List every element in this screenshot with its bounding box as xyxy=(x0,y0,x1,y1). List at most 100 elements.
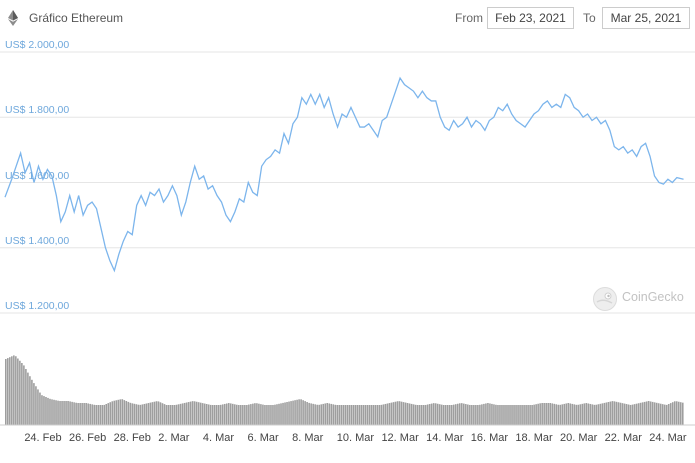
volume-bar xyxy=(567,403,570,425)
volume-bar xyxy=(621,403,624,425)
volume-bar xyxy=(151,402,154,425)
volume-bar xyxy=(173,405,176,425)
volume-bar xyxy=(322,403,324,425)
y-tick-label: US$ 1.400,00 xyxy=(5,234,70,247)
volume-bar xyxy=(276,404,278,425)
volume-bar xyxy=(117,399,120,425)
volume-bar xyxy=(145,403,148,425)
volume-bar xyxy=(320,404,322,425)
x-tick-label: 4. Mar xyxy=(202,432,235,444)
volume-bar xyxy=(619,402,622,425)
volume-bar xyxy=(7,358,9,425)
volume-bar xyxy=(577,404,580,425)
volume-bar xyxy=(256,403,258,425)
volume-bar xyxy=(485,403,487,425)
volume-bar xyxy=(99,405,102,425)
volume-bar xyxy=(49,398,51,425)
from-date-input[interactable]: Feb 23, 2021 xyxy=(487,7,574,29)
volume-bar xyxy=(424,404,427,425)
volume-bar xyxy=(669,403,672,425)
volume-bar xyxy=(215,405,218,425)
volume-bar xyxy=(324,403,326,425)
volume-bar xyxy=(274,404,276,425)
volume-bar xyxy=(177,404,180,425)
volume-bar xyxy=(412,404,415,425)
volume-bar xyxy=(410,403,413,425)
volume-bar xyxy=(33,383,35,425)
volume-bar xyxy=(29,376,31,425)
volume-bar xyxy=(631,404,634,425)
volume-bar xyxy=(258,403,260,425)
x-tick-label: 24. Mar xyxy=(649,432,687,444)
volume-bar xyxy=(420,405,423,425)
volume-bar xyxy=(533,404,535,425)
volume-bar xyxy=(617,402,620,425)
volume-bar xyxy=(651,401,654,425)
volume-bar xyxy=(497,405,499,425)
to-date-input[interactable]: Mar 25, 2021 xyxy=(602,7,690,29)
volume-bar xyxy=(9,357,11,425)
volume-bar xyxy=(553,403,556,425)
volume-bar xyxy=(469,404,471,425)
volume-bar xyxy=(278,403,280,425)
volume-bar xyxy=(304,401,306,425)
y-tick-label: US$ 1.600,00 xyxy=(5,169,70,182)
x-tick-label: 8. Mar xyxy=(292,432,324,444)
volume-bar xyxy=(400,401,403,425)
volume-bar xyxy=(103,404,106,425)
x-tick-label: 2. Mar xyxy=(158,432,190,444)
volume-bar xyxy=(69,401,71,425)
volume-bars xyxy=(5,355,684,425)
chart-header: Gráfico Ethereum From Feb 23, 2021 To Ma… xyxy=(0,0,695,36)
volume-bar xyxy=(189,401,192,425)
volume-bar xyxy=(358,405,361,425)
volume-bar xyxy=(444,405,447,425)
volume-bar xyxy=(581,403,584,425)
volume-bar xyxy=(505,405,507,425)
volume-bar xyxy=(543,403,545,425)
volume-bar xyxy=(57,400,59,425)
chart-title: Gráfico Ethereum xyxy=(29,11,124,25)
volume-bar xyxy=(316,404,318,425)
volume-bar xyxy=(675,401,678,425)
volume-bar xyxy=(27,372,29,425)
volume-bar xyxy=(442,405,445,425)
volume-bar xyxy=(250,404,252,425)
volume-bar xyxy=(326,403,329,425)
volume-bar xyxy=(137,404,140,425)
volume-bar xyxy=(302,400,304,425)
volume-bar xyxy=(388,403,391,425)
volume-bar xyxy=(611,401,614,425)
volume-bar xyxy=(73,402,75,425)
volume-bar xyxy=(282,402,284,425)
volume-bar xyxy=(509,405,511,425)
volume-bar xyxy=(21,363,23,425)
volume-bar xyxy=(386,403,389,425)
volume-bar xyxy=(587,403,590,425)
volume-bar xyxy=(360,405,363,425)
volume-bar xyxy=(328,403,331,425)
volume-bar xyxy=(238,405,240,425)
volume-bar xyxy=(197,402,200,425)
price-line[interactable] xyxy=(4,76,684,273)
volume-bar xyxy=(647,401,650,425)
volume-bar xyxy=(244,405,246,425)
volume-bar xyxy=(527,405,529,425)
volume-bar xyxy=(163,404,166,425)
volume-bar xyxy=(475,405,477,425)
volume-bar xyxy=(107,403,110,425)
volume-bar xyxy=(547,403,549,425)
volume-bar xyxy=(523,405,525,425)
volume-bar xyxy=(517,405,519,425)
volume-bar xyxy=(593,404,596,425)
volume-bar xyxy=(655,402,658,425)
volume-bar xyxy=(430,403,433,425)
volume-bar xyxy=(428,404,431,425)
volume-bar xyxy=(23,365,25,425)
volume-bar xyxy=(585,403,588,425)
volume-bar xyxy=(221,404,224,425)
volume-bar xyxy=(129,402,132,425)
volume-bar xyxy=(242,405,244,425)
volume-bar xyxy=(264,405,266,425)
